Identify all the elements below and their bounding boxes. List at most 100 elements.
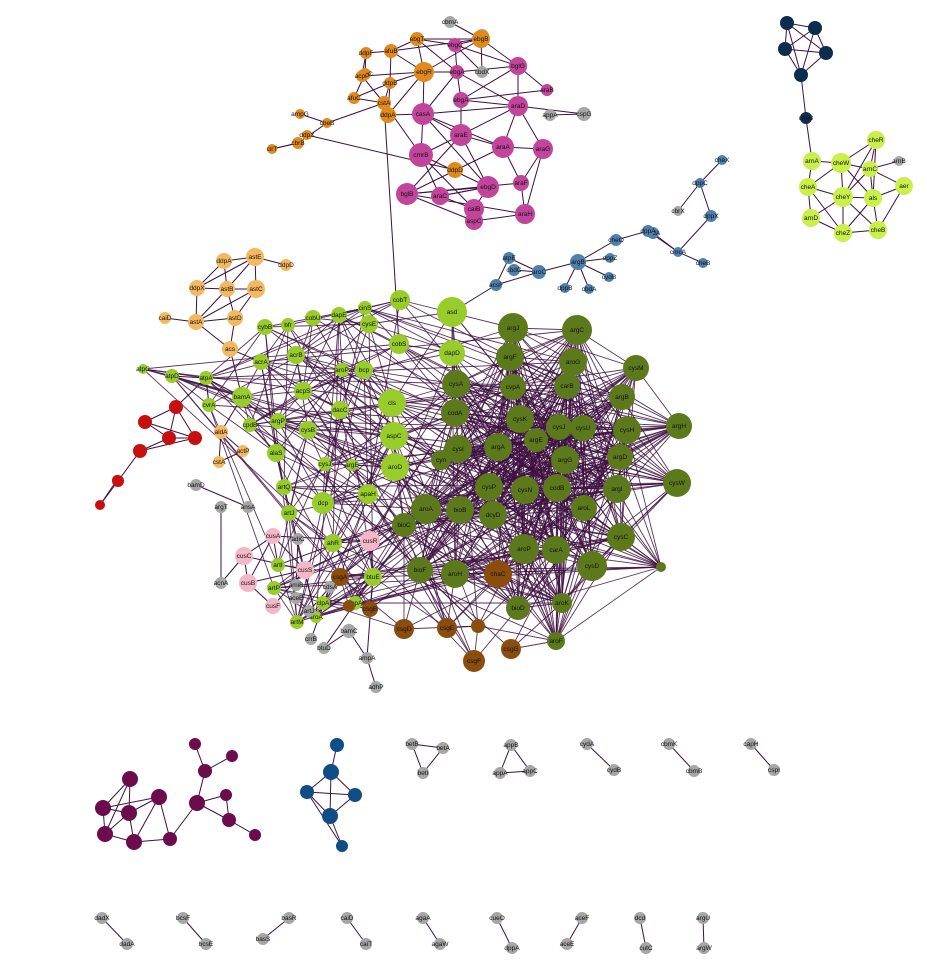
node-circle — [214, 425, 228, 439]
node-arad: araD — [508, 96, 528, 116]
node-circle — [577, 551, 607, 581]
node-label: actP — [236, 448, 249, 455]
edge — [786, 22, 802, 76]
node-aer: aer — [895, 177, 913, 195]
node-label: araG — [536, 146, 550, 153]
node-arag: araG — [533, 139, 553, 159]
node-circle — [292, 533, 304, 545]
node-ddpd3: ddpD — [278, 259, 294, 271]
node-ahr: ahR — [324, 534, 342, 552]
node-circle — [355, 361, 373, 379]
node-label: aroG — [566, 359, 580, 366]
edge — [454, 44, 519, 67]
node-label: agaW — [432, 941, 450, 948]
node-arnc: arnC — [862, 161, 878, 177]
node-ebgt: ebgT — [410, 32, 424, 46]
node-label: cbpA — [348, 600, 363, 607]
edge — [361, 71, 425, 77]
node-circle — [607, 444, 633, 470]
node-label: ddpA — [216, 258, 232, 265]
node-label: acsF — [489, 282, 503, 289]
node-label: argB — [615, 394, 629, 401]
node-araa: araA — [492, 136, 514, 158]
node-artj2: artJ — [303, 605, 315, 617]
node-ampa: ampA — [359, 652, 376, 664]
edge — [195, 288, 257, 323]
node-label: cusR — [363, 538, 378, 545]
node-label: cysE — [362, 321, 377, 328]
node-label: astC — [249, 286, 263, 293]
node-dcd: dcd — [634, 912, 646, 924]
node-chea_n4 — [819, 46, 833, 60]
edge — [302, 317, 314, 392]
node-chac: chaC — [484, 560, 512, 588]
node-ddpf: ddpF — [359, 47, 373, 59]
node-label: ddpD — [278, 262, 294, 269]
node-circle — [453, 92, 469, 108]
node-label: cbdA — [582, 286, 597, 293]
edge — [460, 65, 519, 101]
node-bglb: bglB — [396, 183, 418, 205]
node-bamc: bamC — [340, 624, 358, 638]
node-circle — [253, 354, 269, 370]
node-rd8 — [112, 475, 122, 485]
node-circle — [498, 313, 528, 343]
edge — [425, 446, 499, 510]
node-argc: argC — [562, 315, 592, 345]
node-argi: argI — [603, 475, 631, 503]
node-label: araD — [511, 103, 525, 110]
node-label: argF — [503, 354, 516, 361]
node-cysk: cysK — [506, 405, 534, 433]
node-arop: aroP — [509, 534, 539, 564]
edge — [272, 535, 371, 542]
node-circle — [390, 290, 410, 310]
node-csge: csgE — [437, 618, 457, 638]
node-atpe: atpE — [502, 252, 516, 264]
node-circle — [541, 84, 553, 96]
node-ebga2: ebgA — [453, 92, 469, 108]
node-circle — [447, 162, 463, 178]
node-label: aroA — [419, 506, 433, 513]
node-dcyd: dcyD — [479, 501, 507, 529]
edge — [102, 796, 160, 809]
node-biof: bioF — [407, 557, 433, 583]
node-circle — [450, 124, 472, 146]
node-ddpa3: ddpA — [216, 253, 232, 269]
node-label: cbeB — [320, 120, 335, 127]
node-label: argE — [529, 437, 543, 444]
node-cybb: cybB — [257, 319, 273, 335]
node-label: cbmK — [661, 741, 678, 748]
node-label: cstA — [378, 100, 391, 107]
edge — [456, 65, 519, 73]
node-circle — [417, 767, 429, 779]
node-pu14 — [249, 829, 261, 841]
node-carb: carB — [554, 373, 580, 399]
node-label: cheB — [696, 260, 711, 267]
node-label: cheW — [833, 160, 850, 167]
node-cusr: cusR — [360, 531, 380, 551]
node-circle — [316, 596, 330, 610]
node-ansa: ansA — [241, 501, 256, 513]
node-cydb2: cydB — [607, 764, 621, 776]
node-label: cusC — [237, 553, 252, 560]
node-circle — [394, 619, 414, 639]
edge — [353, 82, 391, 99]
edge — [196, 256, 256, 289]
node-adic: adiC — [291, 533, 305, 545]
node-label: cysD — [585, 563, 600, 570]
edge — [302, 390, 475, 662]
node-label: bioF — [414, 567, 427, 574]
node-rd3 — [162, 431, 176, 445]
node-circle — [165, 369, 179, 383]
node-label: cobS — [392, 341, 407, 348]
edge — [422, 113, 489, 188]
node-label: betI — [418, 770, 429, 777]
node-label: ebgA — [449, 69, 465, 76]
node-circle — [802, 209, 820, 227]
node-circle — [360, 938, 372, 950]
edge — [307, 369, 343, 431]
edge — [572, 361, 622, 538]
node-label: argI — [611, 486, 622, 493]
node-circle — [222, 341, 238, 357]
node-bama: bamA — [232, 387, 252, 407]
